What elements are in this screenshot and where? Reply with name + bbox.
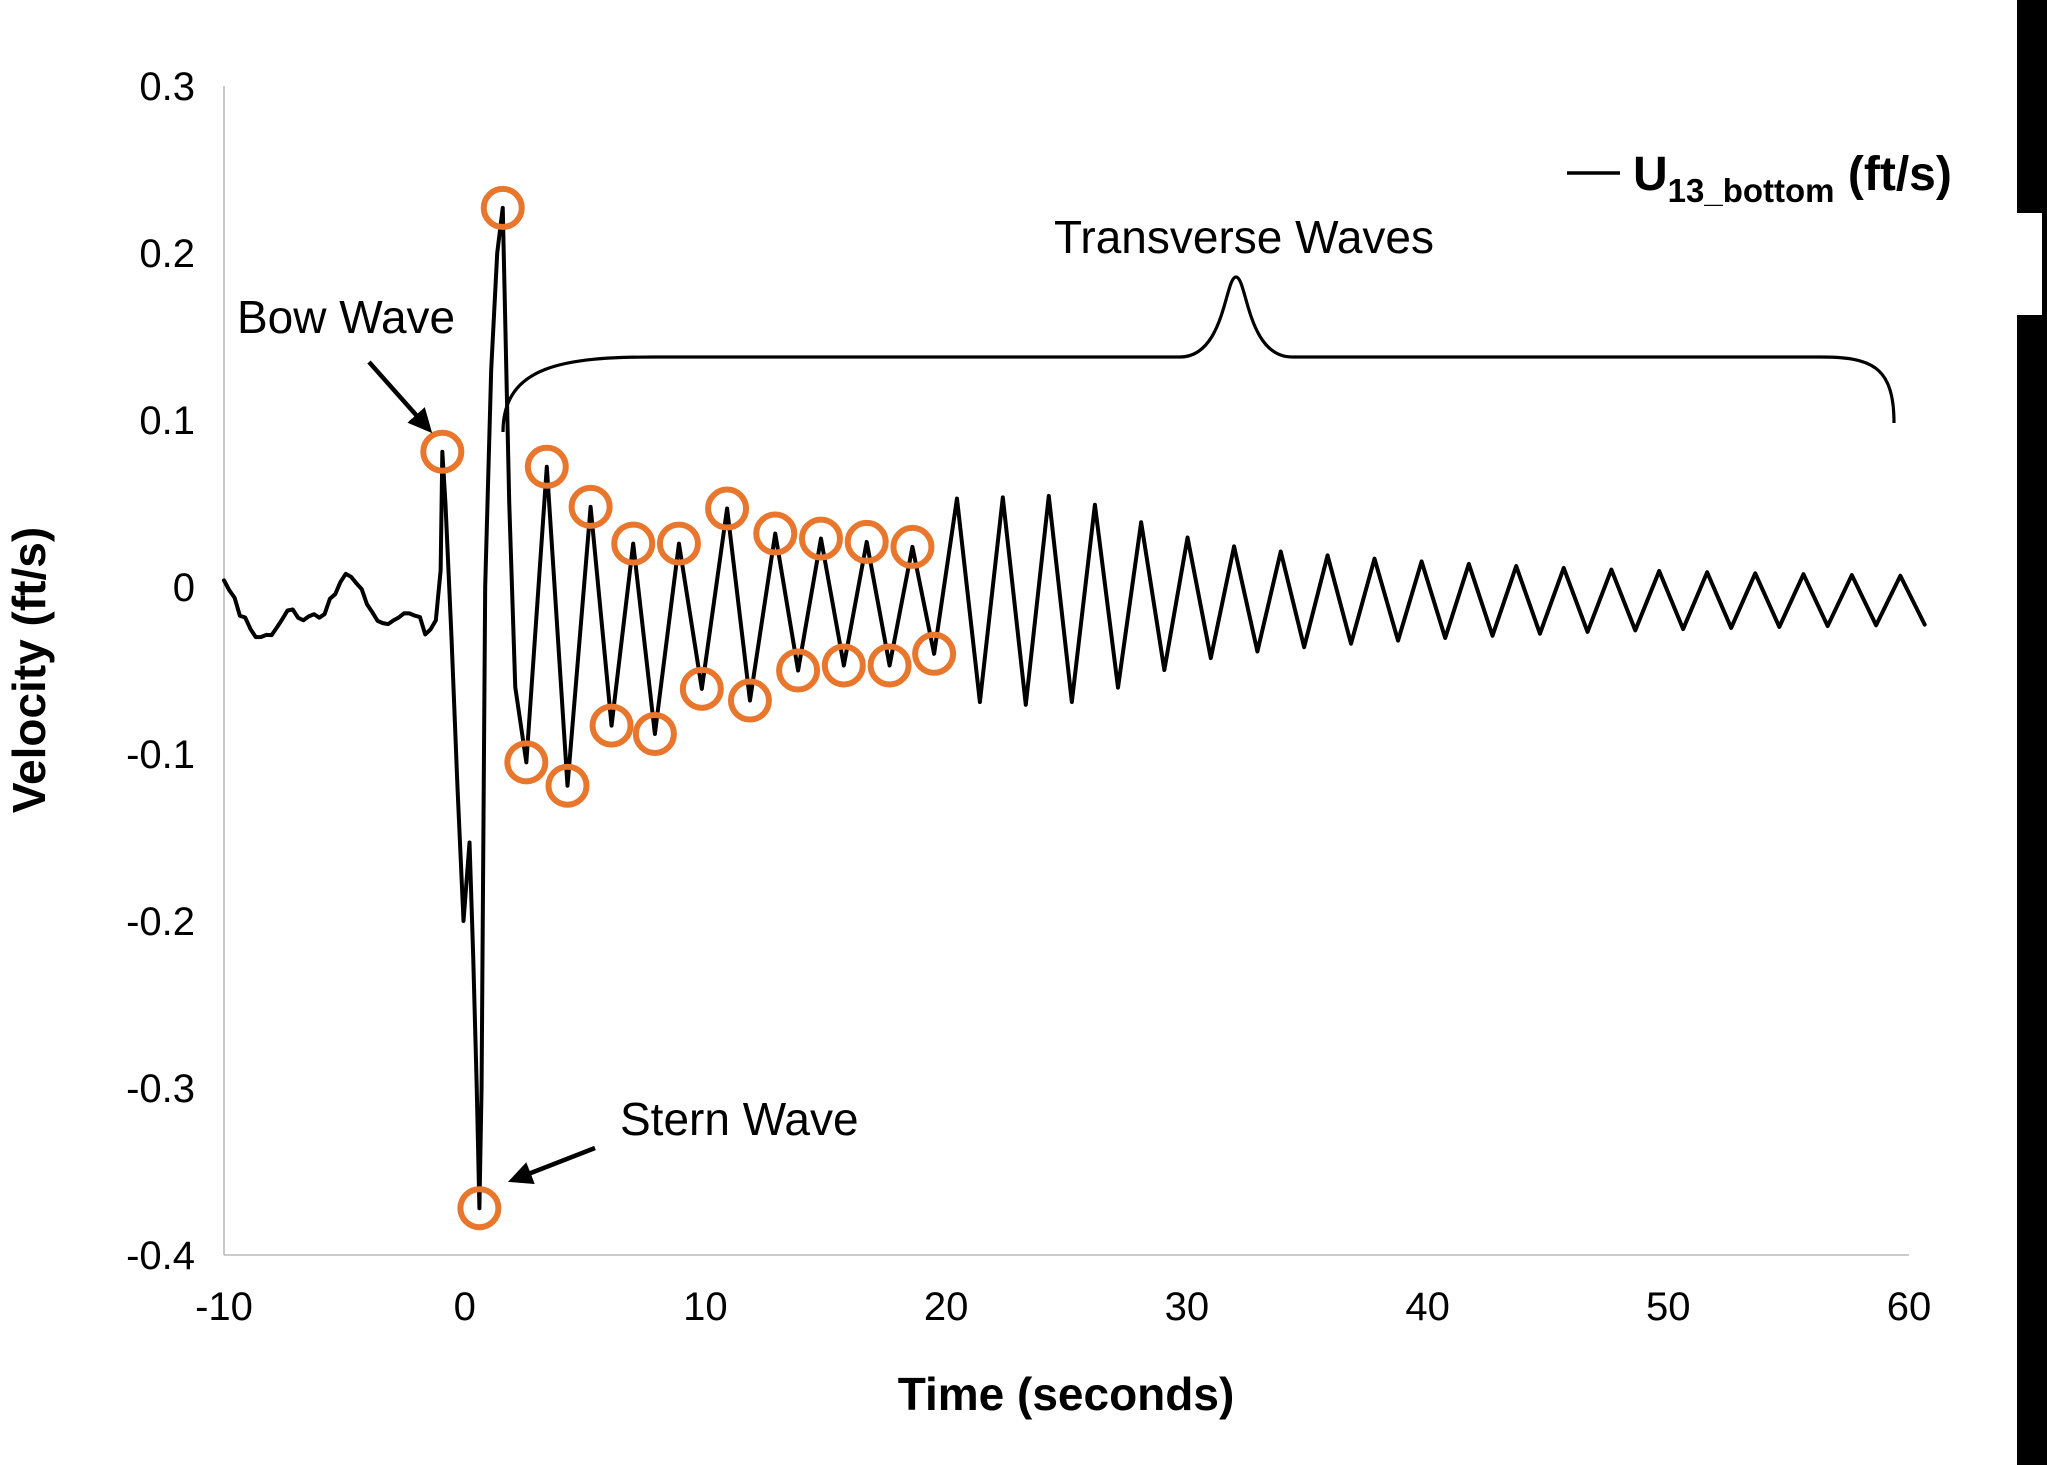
svg-text:0.2: 0.2 xyxy=(139,232,195,276)
svg-text:10: 10 xyxy=(683,1285,728,1329)
svg-text:-10: -10 xyxy=(195,1285,253,1329)
svg-text:-0.4: -0.4 xyxy=(126,1234,195,1278)
svg-text:U13_bottom (ft/s): U13_bottom (ft/s) xyxy=(1633,148,1952,209)
svg-text:30: 30 xyxy=(1165,1285,1210,1329)
svg-text:50: 50 xyxy=(1646,1285,1691,1329)
svg-text:Velocity (ft/s): Velocity (ft/s) xyxy=(3,527,55,813)
svg-text:0: 0 xyxy=(454,1285,476,1329)
svg-text:0.1: 0.1 xyxy=(139,399,195,443)
svg-text:0: 0 xyxy=(173,566,195,610)
svg-text:60: 60 xyxy=(1887,1285,1932,1329)
svg-text:40: 40 xyxy=(1405,1285,1450,1329)
svg-text:Time (seconds): Time (seconds) xyxy=(898,1368,1235,1420)
svg-text:0.3: 0.3 xyxy=(139,65,195,109)
svg-text:Stern Wave: Stern Wave xyxy=(620,1093,859,1145)
svg-text:-0.2: -0.2 xyxy=(126,900,195,944)
svg-text:-0.1: -0.1 xyxy=(126,733,195,777)
svg-text:Transverse Waves: Transverse Waves xyxy=(1054,211,1434,263)
svg-text:20: 20 xyxy=(924,1285,969,1329)
svg-text:-0.3: -0.3 xyxy=(126,1067,195,1111)
svg-text:Bow Wave: Bow Wave xyxy=(237,291,455,343)
